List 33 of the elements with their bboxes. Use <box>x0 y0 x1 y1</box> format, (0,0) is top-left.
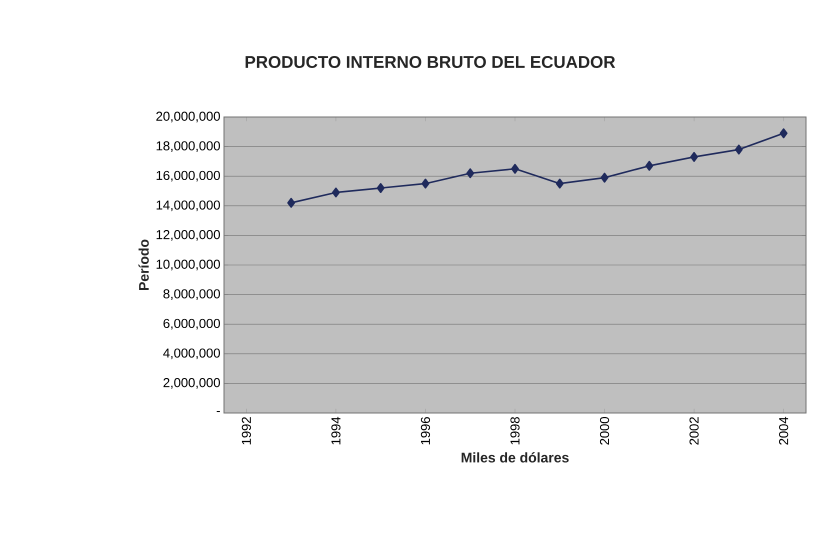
x-tick-label: 1994 <box>331 416 341 444</box>
point <box>780 128 788 138</box>
point <box>556 178 564 189</box>
point <box>734 144 743 155</box>
y-tick-label: 18,000,000 <box>156 141 220 152</box>
x-axis-title: Miles de dólares <box>462 452 569 463</box>
chart-title: PRODUCTO INTERNO BRUTO DEL ECUADOR <box>246 56 616 68</box>
y-tick-label: - <box>216 411 220 412</box>
point <box>600 172 608 183</box>
y-tick-label: 4,000,000 <box>163 348 220 360</box>
y-tick-label: 10,000,000 <box>156 260 220 270</box>
point <box>422 178 430 189</box>
y-tick-label: 2,000,000 <box>164 378 220 389</box>
x-tick-label: 1998 <box>510 417 520 444</box>
y-axis-title: Período <box>138 240 149 290</box>
x-tick-label: 2000 <box>600 417 610 445</box>
x-tick-label: 2002 <box>689 417 699 445</box>
point <box>287 198 296 208</box>
point <box>511 164 519 174</box>
point <box>466 168 474 178</box>
point <box>690 152 698 162</box>
y-tick-label: 16,000,000 <box>156 170 220 182</box>
x-tick-label: 1996 <box>420 417 430 444</box>
point <box>376 183 385 194</box>
y-tick-label: 12,000,000 <box>156 230 220 241</box>
y-tick-label: 20,000,000 <box>156 112 220 122</box>
x-tick-label: 1992 <box>242 417 251 444</box>
x-tick-label: 2004 <box>779 416 788 445</box>
y-tick-label: 8,000,000 <box>163 289 220 300</box>
y-tick-label: 6,000,000 <box>164 318 220 330</box>
point <box>332 187 340 198</box>
point <box>645 160 654 171</box>
y-tick-label: 14,000,000 <box>156 200 220 212</box>
